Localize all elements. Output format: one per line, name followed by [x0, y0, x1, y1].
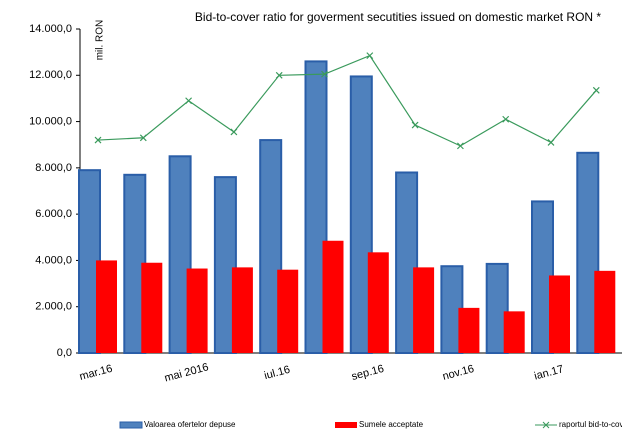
- bar: [576, 151, 600, 354]
- line-marker: [592, 86, 600, 94]
- bar: [168, 155, 192, 354]
- bar: [594, 270, 616, 353]
- y-axis-label: mil. RON: [95, 20, 106, 61]
- x-tick-label: iul.16: [263, 364, 292, 382]
- legend-swatch: [119, 421, 143, 429]
- bar: [277, 269, 299, 353]
- line-marker: [502, 115, 510, 123]
- x-tick-label: nov.16: [441, 363, 475, 383]
- bar: [141, 262, 163, 353]
- legend-label: raportul bid-to-cover: [559, 420, 622, 429]
- bar: [549, 275, 570, 353]
- bar: [304, 60, 328, 355]
- y-tick-label: 0,0: [57, 347, 72, 359]
- legend-label: Sumele acceptate: [359, 420, 424, 429]
- bar: [186, 268, 208, 353]
- bar: [367, 252, 389, 353]
- y-tick-label: 12.000,0: [29, 69, 72, 81]
- line-marker: [456, 142, 464, 150]
- legend-swatch: [542, 421, 550, 429]
- chart-title: Bid-to-cover ratio for goverment secutit…: [195, 10, 601, 24]
- bar: [259, 139, 283, 354]
- y-tick-label: 4.000,0: [35, 254, 72, 266]
- line: [97, 54, 597, 147]
- bar: [213, 176, 237, 354]
- bar: [485, 262, 509, 354]
- line-marker: [94, 136, 102, 144]
- line-marker: [275, 71, 283, 79]
- bar: [96, 260, 117, 353]
- y-tick-label: 10.000,0: [29, 115, 72, 127]
- bar: [395, 171, 419, 354]
- x-tick-label: ian.17: [533, 363, 565, 382]
- line-marker: [366, 52, 374, 60]
- line-marker: [547, 138, 555, 146]
- bar: [349, 75, 373, 354]
- line-marker: [411, 121, 419, 129]
- bar: [231, 267, 253, 353]
- legend-label: Valoarea ofertelor depuse: [144, 420, 236, 429]
- line-marker: [321, 70, 328, 78]
- legend-swatch: [335, 422, 357, 428]
- y-tick-label: 14.000,0: [29, 23, 72, 35]
- y-tick-label: 6.000,0: [35, 208, 72, 220]
- bar: [322, 240, 344, 353]
- line-marker: [139, 134, 147, 142]
- y-tick-label: 8.000,0: [35, 162, 72, 174]
- bar: [458, 307, 480, 353]
- y-tick-label: 2.000,0: [35, 301, 72, 313]
- line-marker: [230, 128, 238, 136]
- line-marker: [185, 97, 193, 105]
- x-tick-label: mai 2016: [163, 361, 210, 384]
- bar: [503, 311, 525, 353]
- x-tick-label: sep.16: [350, 363, 385, 383]
- bar: [413, 267, 435, 353]
- x-tick-label: mar.16: [78, 363, 114, 383]
